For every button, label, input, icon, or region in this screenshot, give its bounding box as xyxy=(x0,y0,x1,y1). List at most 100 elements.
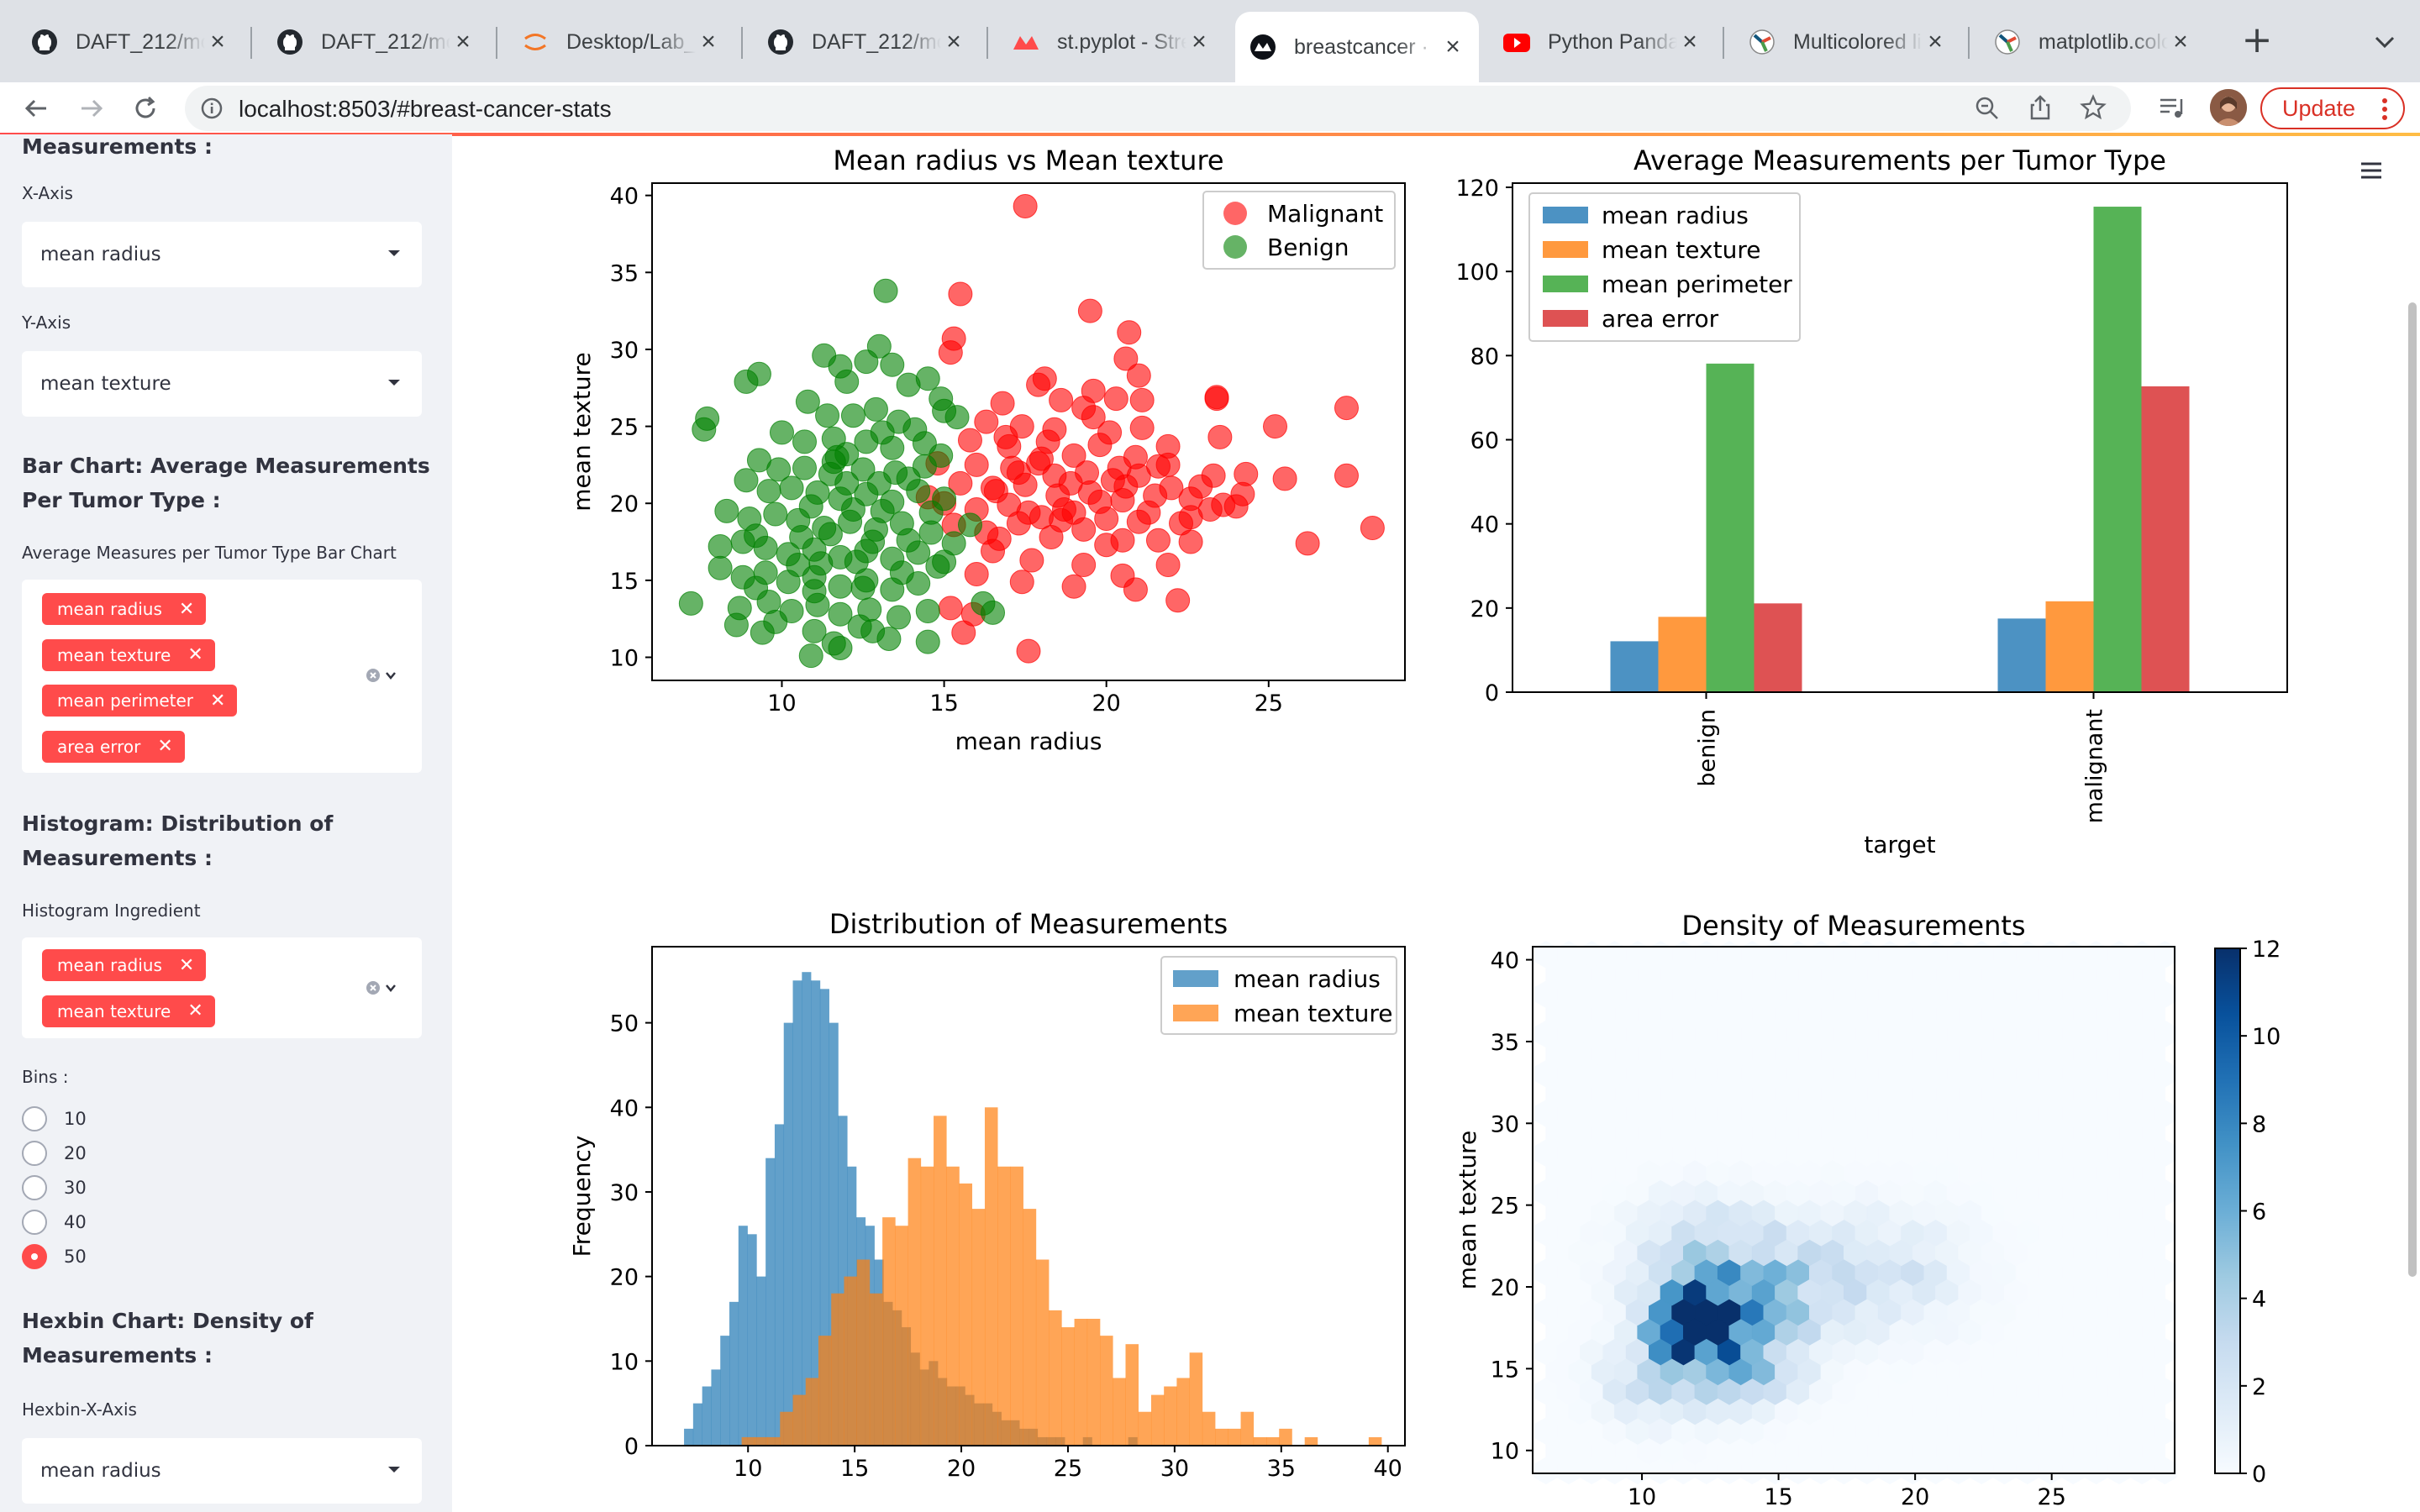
update-button[interactable]: Update xyxy=(2260,87,2405,129)
scatter-point-malignant xyxy=(938,596,963,621)
histogram-multiselect[interactable]: mean radius ✕ mean texture ✕ xyxy=(22,937,422,1038)
tab-label: DAFT_212/mod xyxy=(76,29,205,54)
tab-close-icon[interactable]: × xyxy=(455,28,471,55)
scatter-point-malignant xyxy=(983,479,1008,504)
scatter-point-benign xyxy=(896,466,921,491)
radio-circle[interactable] xyxy=(22,1175,47,1200)
browser-tab[interactable]: Python Panda × xyxy=(1489,12,1716,72)
back-icon[interactable] xyxy=(17,89,55,128)
multiselect-chip[interactable]: mean perimeter ✕ xyxy=(42,685,238,717)
browser-tab[interactable]: breastcancer · × xyxy=(1235,12,1479,82)
page-scrollbar[interactable] xyxy=(2408,302,2417,1277)
legend-label: mean radius xyxy=(1234,965,1381,993)
radio-circle[interactable] xyxy=(22,1210,47,1235)
multiselect-chip[interactable]: mean texture ✕ xyxy=(42,995,215,1027)
new-tab-button[interactable]: + xyxy=(2241,18,2273,61)
browser-tab[interactable]: Desktop/Lab_8 × xyxy=(508,12,734,72)
media-control-icon[interactable] xyxy=(2158,94,2188,123)
hist-bar-mean-texture xyxy=(1253,1436,1267,1446)
github-icon xyxy=(276,28,304,56)
tab-close-icon[interactable]: × xyxy=(210,28,225,55)
hist-bar-mean-texture xyxy=(1266,1436,1280,1446)
main-menu-icon[interactable] xyxy=(2358,158,2385,183)
hist-bar-mean-radius xyxy=(774,1124,785,1446)
scatter-point-benign xyxy=(828,636,853,661)
tab-close-icon[interactable]: × xyxy=(1682,28,1697,55)
y-tick-label: 0 xyxy=(624,1434,639,1460)
radio-circle[interactable] xyxy=(22,1106,47,1131)
tab-close-icon[interactable]: × xyxy=(1445,33,1460,60)
bins-radio-30[interactable]: 30 xyxy=(22,1175,87,1200)
tab-close-icon[interactable]: × xyxy=(2173,28,2188,55)
tab-search-icon[interactable] xyxy=(2368,25,2402,59)
bookmark-star-icon[interactable] xyxy=(2080,94,2107,121)
hist-bar-mean-radius xyxy=(702,1386,712,1446)
x-axis-select[interactable]: mean radius xyxy=(22,222,422,287)
y-tick-label: 20 xyxy=(1470,596,1499,622)
chip-remove-icon[interactable]: ✕ xyxy=(178,598,195,620)
multiselect-chip[interactable]: mean texture ✕ xyxy=(42,638,215,671)
multiselect-chip[interactable]: area error ✕ xyxy=(42,730,185,763)
browser-tab[interactable]: DAFT_212/mod× xyxy=(262,12,489,72)
chip-remove-icon[interactable]: ✕ xyxy=(157,736,173,757)
bins-radio-20[interactable]: 20 xyxy=(22,1141,87,1166)
hist-bar-mean-radius xyxy=(720,1336,730,1446)
share-icon[interactable] xyxy=(2028,94,2053,121)
y-tick-label: 20 xyxy=(610,491,639,517)
browser-tab[interactable]: DAFT_212/mod× xyxy=(17,12,244,72)
browser-tab[interactable]: Multicolored li × xyxy=(1734,12,1961,72)
chart-title: Density of Measurements xyxy=(1681,910,2025,942)
scatter-point-benign xyxy=(714,498,739,523)
chip-remove-icon[interactable]: ✕ xyxy=(178,954,195,976)
address-bar[interactable]: localhost:8503/#breast-cancer-stats xyxy=(185,86,2131,131)
chip-remove-icon[interactable]: ✕ xyxy=(187,1000,203,1021)
scatter-point-benign xyxy=(808,551,834,576)
scatter-point-benign xyxy=(915,629,940,654)
bins-radio-10[interactable]: 10 xyxy=(22,1106,87,1131)
chip-remove-icon[interactable]: ✕ xyxy=(187,644,203,665)
site-info-icon[interactable] xyxy=(200,97,224,120)
scatter-point-benign xyxy=(850,575,876,601)
hist-bar-mean-texture xyxy=(946,1166,960,1446)
profile-avatar[interactable] xyxy=(2210,89,2247,126)
scatter-point-malignant xyxy=(1071,553,1097,578)
bar-multiselect[interactable]: mean radius ✕ mean texture ✕ mean perimeter ✕… xyxy=(22,580,422,773)
browser-tab[interactable]: st.pyplot - Stre × xyxy=(998,12,1225,72)
chip-remove-icon[interactable]: ✕ xyxy=(210,690,226,711)
radio-circle[interactable] xyxy=(22,1244,47,1269)
scatter-point-malignant xyxy=(974,409,999,434)
scatter-point-benign xyxy=(941,531,966,556)
hexbin-x-select[interactable]: mean radius xyxy=(22,1438,422,1504)
zoom-icon[interactable] xyxy=(1975,96,2000,121)
reload-icon[interactable] xyxy=(126,89,165,128)
url-text[interactable]: localhost:8503/#breast-cancer-stats xyxy=(239,96,612,122)
scatter-point-malignant xyxy=(1145,528,1171,553)
legend-swatch xyxy=(1173,1005,1218,1021)
bar-area-error-benign xyxy=(1754,603,1802,692)
y-axis-select[interactable]: mean texture xyxy=(22,351,422,417)
colorbar-tick-label: 2 xyxy=(2252,1374,2266,1400)
multiselect-controls[interactable] xyxy=(366,979,400,996)
tab-close-icon[interactable]: × xyxy=(1928,28,1943,55)
multiselect-chip[interactable]: mean radius ✕ xyxy=(42,593,207,625)
hist-bar-mean-texture xyxy=(997,1166,1011,1446)
tab-close-icon[interactable]: × xyxy=(701,28,716,55)
tab-close-icon[interactable]: × xyxy=(1192,28,1207,55)
y-tick-label: 10 xyxy=(610,1349,639,1375)
radio-circle[interactable] xyxy=(22,1141,47,1166)
y-tick-label: 100 xyxy=(1455,260,1499,286)
multiselect-chip[interactable]: mean radius ✕ xyxy=(42,949,207,981)
scatter-section-heading: Measurements : xyxy=(22,134,213,159)
hexbin-x-value: mean radius xyxy=(40,1460,161,1482)
tab-close-icon[interactable]: × xyxy=(946,28,961,55)
browser-tab[interactable]: DAFT_212/mod× xyxy=(753,12,980,72)
forward-icon[interactable] xyxy=(72,89,111,128)
hist-bar-mean-texture xyxy=(1228,1428,1241,1446)
y-tick-label: 40 xyxy=(1491,948,1519,974)
bins-radio-40[interactable]: 40 xyxy=(22,1210,87,1235)
hexbin-x-label: Hexbin-X-Axis xyxy=(22,1399,137,1420)
browser-tab[interactable]: matplotlib.colo × xyxy=(1980,12,2207,72)
multiselect-controls[interactable] xyxy=(366,667,400,684)
bins-radio-50[interactable]: 50 xyxy=(22,1244,87,1269)
